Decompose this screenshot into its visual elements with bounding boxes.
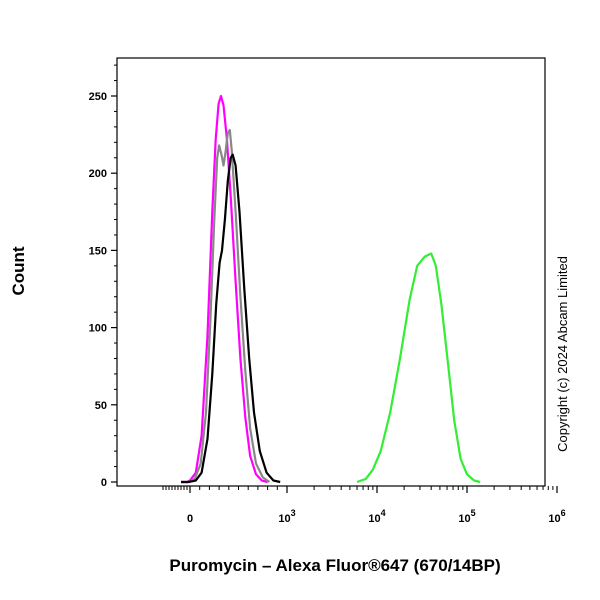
copyright-annotation: Copyright (c) 2024 Abcam Limited <box>555 256 570 452</box>
y-tick-label: 250 <box>89 91 107 103</box>
y-axis-title: Count <box>9 246 28 295</box>
plot-frame <box>116 57 546 487</box>
y-tick-label: 100 <box>89 323 107 335</box>
series-layer <box>181 94 481 484</box>
histogram-series-1 <box>181 94 268 484</box>
x-tick-label: 106 <box>548 508 565 525</box>
y-tick-label: 200 <box>89 168 107 180</box>
histogram-series-2 <box>181 128 271 484</box>
histogram-series-4 <box>356 252 481 484</box>
x-axis-title: Puromycin – Alexa Fluor®647 (670/14BP) <box>169 556 500 575</box>
x-tick-label: 105 <box>458 508 475 525</box>
x-axis: 0 103 104 105 106 <box>162 486 566 525</box>
y-tick-label: 50 <box>95 400 107 412</box>
histogram-series-3 <box>181 153 281 484</box>
x-tick-label: 104 <box>368 508 385 525</box>
y-tick-label: 0 <box>101 477 107 489</box>
x-tick-label: 0 <box>187 513 193 525</box>
x-tick-label: 103 <box>278 508 295 525</box>
y-tick-label: 150 <box>89 245 107 257</box>
y-axis: 0 50 100 150 200 250 <box>89 64 117 489</box>
